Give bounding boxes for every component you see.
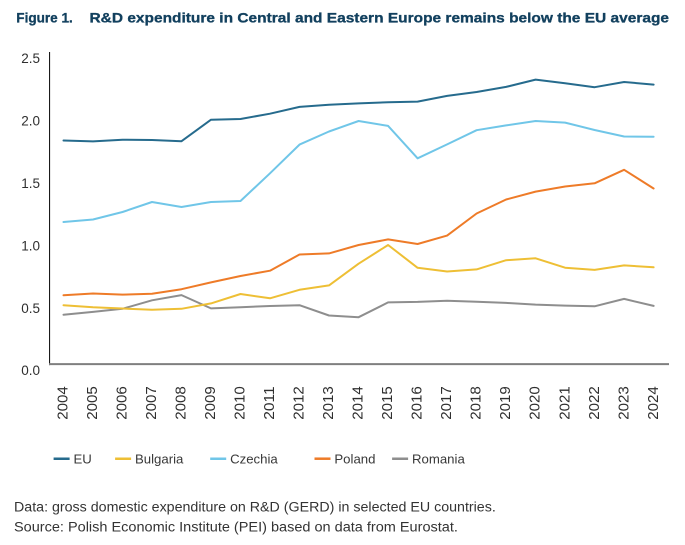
svg-text:2009: 2009 bbox=[202, 386, 219, 420]
svg-text:2008: 2008 bbox=[173, 386, 190, 420]
svg-text:2015: 2015 bbox=[379, 386, 396, 420]
svg-text:2014: 2014 bbox=[350, 386, 367, 420]
svg-text:2013: 2013 bbox=[320, 386, 337, 420]
svg-text:2017: 2017 bbox=[438, 386, 455, 420]
svg-text:2020: 2020 bbox=[527, 386, 544, 420]
svg-text:2004: 2004 bbox=[55, 386, 72, 420]
svg-text:R&D expenditure in Central and: R&D expenditure in Central and Eastern E… bbox=[90, 11, 670, 26]
svg-text:2006: 2006 bbox=[114, 386, 131, 420]
svg-text:1.0: 1.0 bbox=[21, 238, 40, 253]
svg-text:Data: gross domestic expenditu: Data: gross domestic expenditure on R&D … bbox=[14, 500, 496, 515]
svg-text:2021: 2021 bbox=[556, 386, 573, 420]
svg-text:2018: 2018 bbox=[468, 386, 485, 420]
svg-text:1.5: 1.5 bbox=[21, 176, 40, 191]
svg-text:Poland: Poland bbox=[334, 451, 375, 466]
svg-text:Bulgaria: Bulgaria bbox=[135, 451, 184, 466]
svg-text:2012: 2012 bbox=[291, 386, 308, 420]
svg-text:EU: EU bbox=[74, 451, 92, 466]
svg-text:Figure 1.: Figure 1. bbox=[16, 11, 73, 26]
svg-text:2.0: 2.0 bbox=[21, 114, 40, 129]
svg-text:2022: 2022 bbox=[586, 386, 603, 420]
svg-text:2007: 2007 bbox=[143, 386, 160, 420]
svg-text:2016: 2016 bbox=[409, 386, 426, 420]
svg-text:2019: 2019 bbox=[497, 386, 514, 420]
svg-text:2011: 2011 bbox=[261, 386, 278, 420]
svg-text:Source: Polish Economic Instit: Source: Polish Economic Institute (PEI) … bbox=[14, 520, 458, 535]
svg-text:0.0: 0.0 bbox=[21, 363, 40, 378]
svg-text:2005: 2005 bbox=[84, 386, 101, 420]
svg-text:0.5: 0.5 bbox=[21, 301, 40, 316]
svg-text:2023: 2023 bbox=[615, 386, 632, 420]
svg-text:2010: 2010 bbox=[232, 386, 249, 420]
svg-text:2.5: 2.5 bbox=[21, 51, 40, 66]
svg-text:Czechia: Czechia bbox=[230, 451, 278, 466]
svg-text:2024: 2024 bbox=[645, 386, 662, 420]
svg-text:Romania: Romania bbox=[412, 451, 465, 466]
